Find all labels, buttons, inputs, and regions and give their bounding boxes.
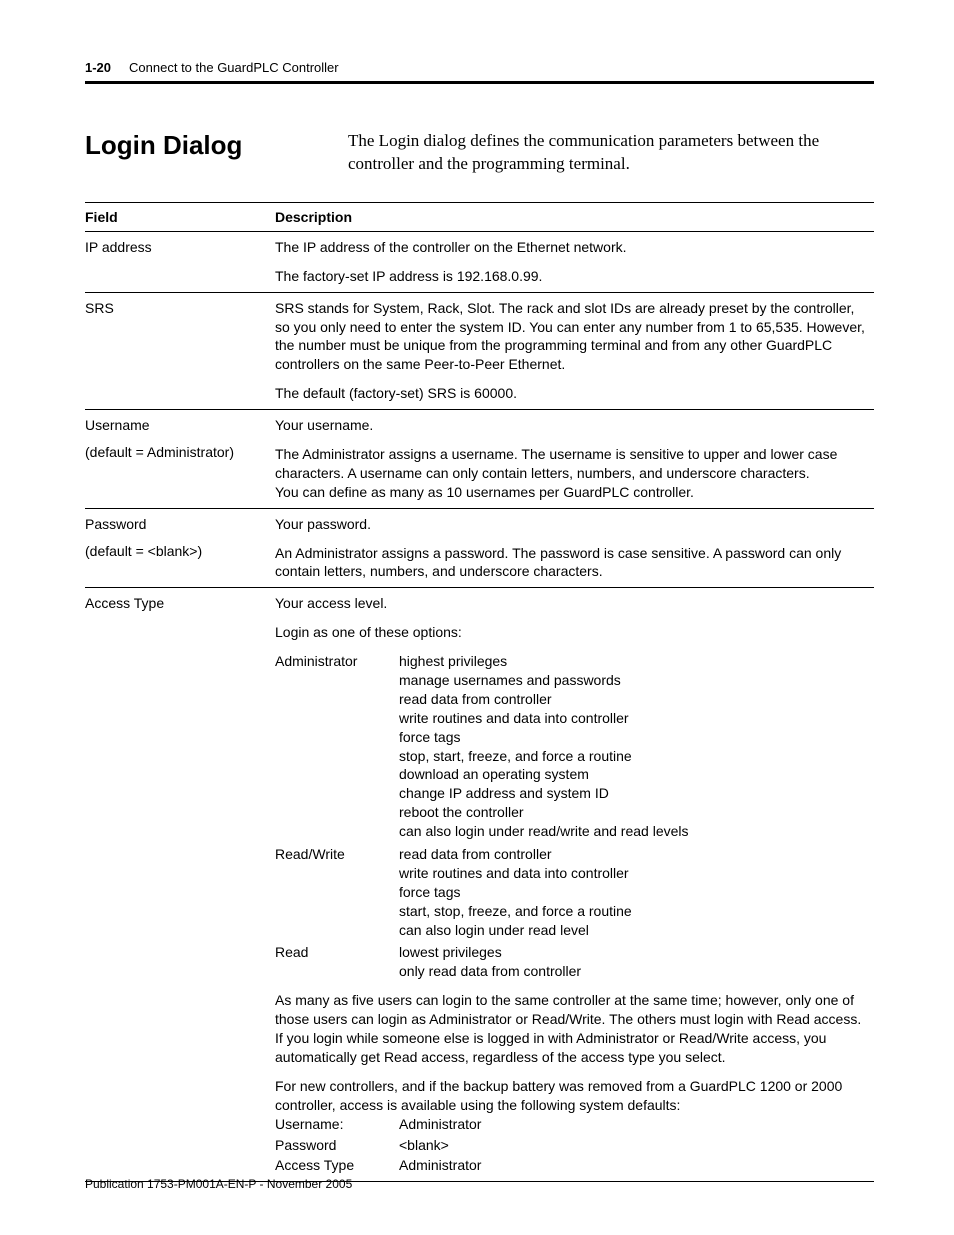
publication-footer: Publication 1753-PM001A-EN-P - November … bbox=[85, 1177, 352, 1191]
default-value: <blank> bbox=[399, 1136, 868, 1155]
default-value: Administrator bbox=[399, 1156, 868, 1175]
row-ip-address: IP address The IP address of the control… bbox=[85, 231, 874, 292]
row-username: Username (default = Administrator) Your … bbox=[85, 410, 874, 509]
access-roles-grid: Administrator highest privilegesmanage u… bbox=[275, 652, 868, 981]
row-password: Password (default = <blank>) Your passwo… bbox=[85, 508, 874, 588]
chapter-title: Connect to the GuardPLC Controller bbox=[129, 60, 339, 75]
field-label-line: Password bbox=[85, 515, 269, 534]
field-label: Password (default = <blank>) bbox=[85, 508, 275, 588]
field-label: SRS bbox=[85, 292, 275, 409]
desc-paragraph: For new controllers, and if the backup b… bbox=[275, 1077, 868, 1115]
desc-paragraph: An Administrator assigns a password. The… bbox=[275, 544, 868, 582]
desc-paragraph: Your username. bbox=[275, 416, 868, 435]
field-label-line: (default = Administrator) bbox=[85, 443, 269, 462]
col-header-field: Field bbox=[85, 202, 275, 231]
row-srs: SRS SRS stands for System, Rack, Slot. T… bbox=[85, 292, 874, 409]
row-access-type: Access Type Your access level. Login as … bbox=[85, 588, 874, 1182]
field-label: IP address bbox=[85, 231, 275, 292]
fields-table: Field Description IP address The IP addr… bbox=[85, 202, 874, 1182]
field-label: Username (default = Administrator) bbox=[85, 410, 275, 509]
default-key: Access Type bbox=[275, 1156, 395, 1175]
running-head: 1-20 Connect to the GuardPLC Controller bbox=[85, 60, 874, 75]
header-rule bbox=[85, 81, 874, 84]
field-label-line: (default = <blank>) bbox=[85, 542, 269, 561]
field-description: Your password. An Administrator assigns … bbox=[275, 508, 874, 588]
role-desc: lowest privilegesonly read data from con… bbox=[399, 943, 868, 981]
default-value: Administrator bbox=[399, 1115, 868, 1134]
page-number: 1-20 bbox=[85, 60, 111, 75]
desc-paragraph: As many as five users can login to the s… bbox=[275, 991, 868, 1067]
role-name: Read/Write bbox=[275, 845, 395, 939]
section-intro: The Login dialog defines the communicati… bbox=[348, 130, 874, 176]
section-title: Login Dialog bbox=[85, 130, 348, 161]
field-description: SRS stands for System, Rack, Slot. The r… bbox=[275, 292, 874, 409]
role-desc: highest privilegesmanage usernames and p… bbox=[399, 652, 868, 841]
desc-paragraph: SRS stands for System, Rack, Slot. The r… bbox=[275, 299, 868, 375]
section-header: Login Dialog The Login dialog defines th… bbox=[85, 130, 874, 176]
default-key: Username: bbox=[275, 1115, 395, 1134]
desc-paragraph: Your password. bbox=[275, 515, 868, 534]
field-label-line: Username bbox=[85, 416, 269, 435]
field-description: Your access level. Login as one of these… bbox=[275, 588, 874, 1182]
desc-paragraph: The Administrator assigns a username. Th… bbox=[275, 445, 868, 483]
field-description: The IP address of the controller on the … bbox=[275, 231, 874, 292]
table-header-row: Field Description bbox=[85, 202, 874, 231]
defaults-grid: Username: Administrator Password <blank>… bbox=[275, 1115, 868, 1176]
field-label: Access Type bbox=[85, 588, 275, 1182]
desc-paragraph: Your access level. bbox=[275, 594, 868, 613]
field-description: Your username. The Administrator assigns… bbox=[275, 410, 874, 509]
default-key: Password bbox=[275, 1136, 395, 1155]
role-desc: read data from controllerwrite routines … bbox=[399, 845, 868, 939]
col-header-description: Description bbox=[275, 202, 874, 231]
desc-paragraph: You can define as many as 10 usernames p… bbox=[275, 483, 868, 502]
role-name: Read bbox=[275, 943, 395, 981]
role-name: Administrator bbox=[275, 652, 395, 841]
desc-paragraph: The IP address of the controller on the … bbox=[275, 238, 868, 257]
desc-paragraph: The default (factory-set) SRS is 60000. bbox=[275, 384, 868, 403]
desc-paragraph: The factory-set IP address is 192.168.0.… bbox=[275, 267, 868, 286]
desc-paragraph: Login as one of these options: bbox=[275, 623, 868, 642]
